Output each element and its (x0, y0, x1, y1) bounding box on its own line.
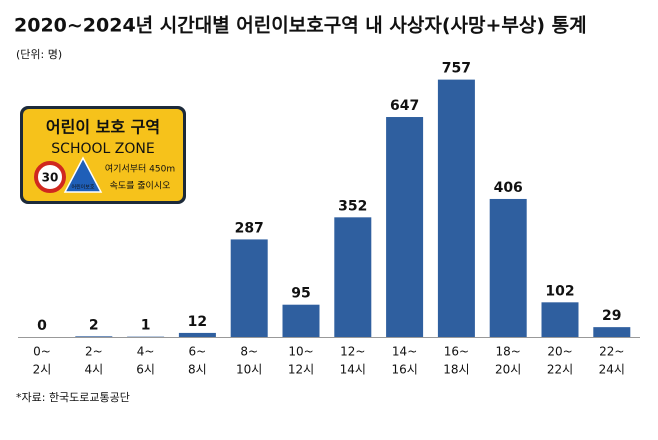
x-tick-label: 14~ (392, 345, 417, 359)
x-tick-label: 12~ (340, 345, 365, 359)
x-tick-label: 20~ (547, 345, 572, 359)
sign-title: 어린이 보호 구역 (46, 118, 160, 137)
x-tick-label: 10시 (236, 363, 262, 377)
bar (489, 198, 527, 337)
x-tick-label: 18~ (496, 345, 521, 359)
speed-text: 30 (42, 171, 59, 185)
x-tick-label: 16~ (444, 345, 469, 359)
bar (593, 327, 631, 337)
data-label: 352 (338, 198, 367, 214)
data-label: 1 (141, 318, 151, 334)
bar (178, 332, 216, 337)
bar (437, 79, 475, 338)
data-label: 95 (291, 286, 310, 302)
x-tick-label: 22시 (547, 363, 573, 377)
child-sign-text: 어린이보호 (71, 184, 94, 191)
x-tick-label: 16시 (391, 363, 417, 377)
x-tick-label: 8~ (240, 345, 258, 359)
x-tick-label: 18시 (443, 363, 469, 377)
data-label: 757 (442, 61, 471, 77)
data-label: 0 (37, 318, 47, 334)
x-tick-label: 0~ (33, 345, 51, 359)
x-tick-label: 8시 (188, 363, 207, 377)
x-tick-label: 4~ (137, 345, 155, 359)
source-note: *자료: 한국도로교통공단 (16, 391, 130, 404)
x-tick-label: 12시 (288, 363, 314, 377)
bar (230, 239, 268, 337)
sign-subtitle: SCHOOL ZONE (51, 141, 154, 157)
chart-title: 2020~2024년 시간대별 어린이보호구역 내 사상자(사망+부상) 통계 (14, 15, 587, 37)
sign-line: 여기서부터 450m (105, 163, 175, 175)
x-tick-label: 2시 (33, 363, 52, 377)
unit-note: (단위: 명) (16, 48, 62, 61)
bar (386, 117, 424, 338)
school-zone-sign: 어린이 보호 구역 SCHOOL ZONE 30 어린이보호 여기서부터 450… (20, 106, 186, 204)
x-tick-label: 10~ (288, 345, 313, 359)
speed-sign (34, 161, 66, 193)
bar (334, 217, 372, 337)
data-label: 102 (545, 283, 574, 299)
x-tick-label: 14시 (340, 363, 366, 377)
x-tick-label: 24시 (599, 363, 625, 377)
x-tick-label: 6~ (189, 345, 207, 359)
x-tick-label: 6시 (136, 363, 155, 377)
data-label: 2 (89, 317, 99, 333)
data-label: 406 (494, 180, 523, 196)
x-tick-label: 20시 (495, 363, 521, 377)
data-label: 647 (390, 98, 419, 114)
bar (282, 304, 320, 337)
bar (541, 302, 579, 337)
x-tick-label: 22~ (599, 345, 624, 359)
data-label: 287 (235, 220, 264, 236)
x-tick-label: 2~ (85, 345, 103, 359)
x-tick-label: 4시 (84, 363, 103, 377)
bar (75, 336, 113, 337)
data-label: 12 (188, 314, 207, 330)
child-sign (63, 156, 103, 193)
data-label: 29 (602, 308, 621, 324)
sign-line: 속도를 줄이시오 (110, 181, 171, 192)
